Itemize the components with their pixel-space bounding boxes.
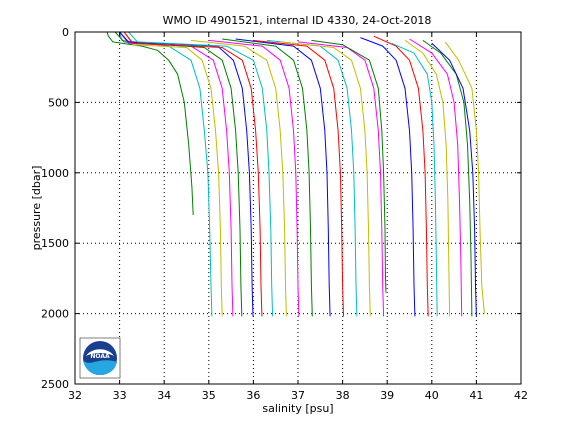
x-tick-label: 40 — [425, 389, 439, 402]
profile-line-22 — [409, 38, 463, 317]
x-tick-label: 34 — [157, 389, 171, 402]
profile-line-14 — [266, 39, 358, 317]
x-tick-label: 36 — [246, 389, 260, 402]
profile-line-15 — [280, 41, 371, 317]
profile-line-20 — [391, 42, 438, 317]
profile-line-19 — [373, 35, 429, 317]
x-tick-label: 39 — [380, 389, 394, 402]
profile-line-17 — [311, 39, 387, 293]
y-tick-label: 2500 — [41, 378, 69, 391]
noaa-logo-bird — [86, 349, 114, 356]
chart-title: WMO ID 4901521, internal ID 4330, 24-Oct… — [163, 14, 432, 27]
x-tick-label: 38 — [336, 389, 350, 402]
profile-series — [106, 31, 485, 317]
y-tick-label: 500 — [48, 96, 69, 109]
y-tick-labels: 0 500 1000 1500 2000 2500 — [41, 26, 69, 391]
profile-line-3 — [123, 31, 223, 317]
profile-line-11 — [222, 38, 313, 317]
y-tick-label: 2000 — [41, 308, 69, 321]
profile-line-13 — [253, 39, 344, 317]
axis-ticks — [74, 31, 522, 385]
noaa-logo-text: NOAA — [90, 353, 110, 360]
noaa-logo: NOAA — [79, 337, 121, 379]
profile-line-16 — [297, 41, 385, 317]
profile-line-25 — [444, 41, 485, 314]
profile-line-1 — [106, 31, 194, 216]
y-axis-label: pressure [dbar] — [30, 166, 43, 251]
x-tick-label: 32 — [68, 389, 82, 402]
profile-line-21 — [404, 39, 451, 317]
x-tick-label: 41 — [469, 389, 483, 402]
noaa-logo-wave — [83, 360, 117, 375]
x-tick-label: 33 — [113, 389, 127, 402]
profile-line-12 — [235, 38, 331, 317]
y-tick-label: 1000 — [41, 167, 69, 180]
profile-line-18 — [360, 37, 416, 317]
profile-line-7 — [123, 31, 263, 317]
x-tick-labels: 32 33 34 35 36 37 38 39 40 41 42 — [68, 389, 528, 402]
x-axis-label: salinity [psu] — [262, 402, 333, 415]
profile-line-9 — [190, 39, 287, 317]
profile-line-8 — [128, 31, 274, 317]
x-tick-label: 37 — [291, 389, 305, 402]
x-tick-label: 35 — [202, 389, 216, 402]
profile-line-10 — [208, 39, 300, 317]
y-tick-label: 1500 — [41, 237, 69, 250]
x-tick-label: 42 — [514, 389, 528, 402]
profile-line-23 — [422, 39, 473, 317]
profile-line-24 — [431, 42, 477, 317]
y-tick-label: 0 — [62, 26, 69, 39]
